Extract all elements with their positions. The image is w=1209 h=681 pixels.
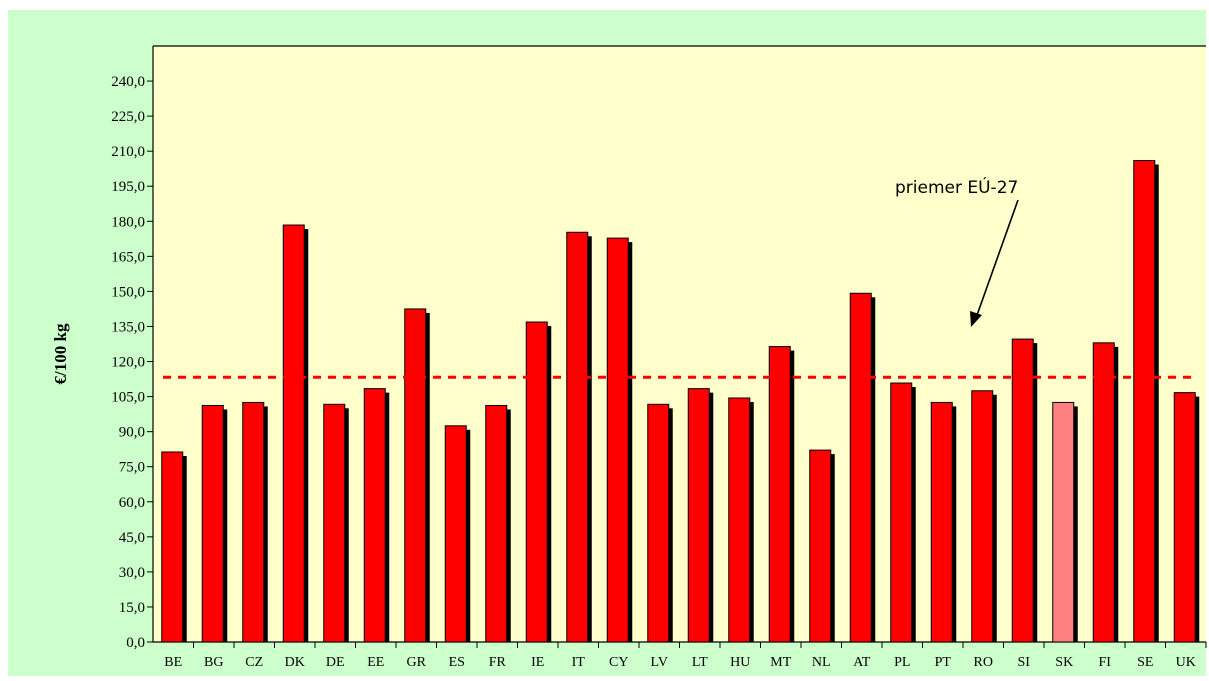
y-tick-label: 75,0 (119, 460, 145, 476)
x-tick-label: SK (1055, 655, 1073, 670)
bar (687, 388, 710, 643)
y-tick-label: 0,0 (126, 635, 145, 651)
bar (606, 237, 629, 643)
bar (242, 401, 265, 643)
x-tick-label: RO (974, 655, 993, 670)
x-tick-label: DK (285, 655, 305, 670)
x-tick-label: SI (1018, 655, 1031, 670)
x-tick-label: DE (326, 655, 345, 670)
y-axis-label: €/100 kg (51, 323, 70, 384)
bar (768, 346, 791, 643)
bar (485, 404, 508, 643)
x-tick-label: BE (164, 655, 182, 670)
y-tick-label: 225,0 (111, 109, 145, 125)
bar (323, 403, 346, 643)
average-annotation-label: priemer EÚ-27 (895, 176, 1018, 198)
x-tick-label: AT (853, 655, 871, 670)
y-tick-label: 210,0 (111, 144, 145, 160)
x-tick-label: MT (770, 655, 791, 670)
x-tick-label: LT (692, 655, 708, 670)
y-tick-label: 195,0 (111, 179, 145, 195)
x-tick-label: BG (204, 655, 223, 670)
bar (566, 231, 589, 643)
y-tick-label: 120,0 (111, 355, 145, 371)
bar (971, 390, 994, 643)
bar (1133, 160, 1156, 643)
y-tick-label: 165,0 (111, 249, 145, 265)
bar (525, 321, 548, 643)
x-tick-label: PT (935, 655, 952, 670)
bar (363, 388, 386, 643)
bar (728, 397, 751, 643)
y-tick-label: 105,0 (111, 390, 145, 406)
annotation-arrow-head (970, 311, 982, 327)
y-tick-label: 60,0 (119, 495, 145, 511)
y-tick-label: 30,0 (119, 565, 145, 581)
bar (890, 382, 913, 643)
plot-area (153, 46, 1206, 642)
bar-highlighted (1052, 401, 1075, 643)
y-tick-label: 90,0 (119, 425, 145, 441)
x-tick-label: NL (812, 655, 831, 670)
bar (1092, 342, 1115, 643)
x-tick-label: IT (572, 655, 586, 670)
bar (647, 403, 670, 643)
bar (1011, 338, 1034, 643)
y-tick-label: 15,0 (119, 600, 145, 616)
x-tick-label: GR (407, 655, 427, 670)
bar (282, 224, 305, 643)
y-tick-label: 150,0 (111, 284, 145, 300)
bar (201, 404, 224, 643)
x-tick-label: SE (1137, 655, 1153, 670)
x-tick-label: IE (531, 655, 544, 670)
x-tick-label: FI (1099, 655, 1112, 670)
bar (930, 401, 953, 643)
bar (404, 308, 427, 643)
annotation-arrow-line (975, 199, 1019, 319)
x-tick-label: LV (651, 655, 668, 670)
x-tick-label: EE (367, 655, 384, 670)
x-tick-label: FR (489, 655, 507, 670)
bar (444, 425, 467, 643)
y-tick-label: 240,0 (111, 74, 145, 90)
x-tick-label: HU (730, 655, 750, 670)
x-tick-label: ES (449, 655, 465, 670)
x-tick-label: CZ (245, 655, 263, 670)
bar (161, 451, 184, 643)
y-tick-label: 135,0 (111, 319, 145, 335)
bar (849, 292, 872, 643)
bar (1173, 392, 1196, 643)
x-tick-label: CY (609, 655, 628, 670)
y-tick-label: 180,0 (111, 214, 145, 230)
x-tick-label: UK (1176, 655, 1196, 670)
bar (809, 449, 832, 643)
x-tick-label: PL (894, 655, 910, 670)
y-tick-label: 45,0 (119, 530, 145, 546)
